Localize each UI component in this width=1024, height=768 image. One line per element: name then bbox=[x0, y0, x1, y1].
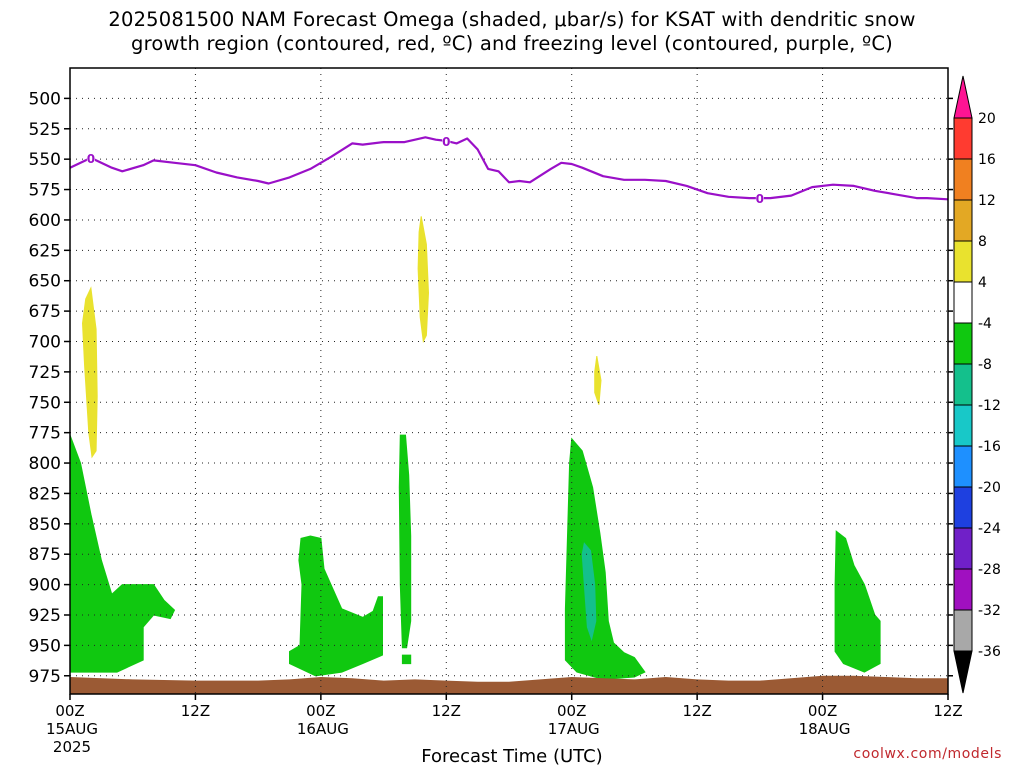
freezing-label-bg-2 bbox=[755, 191, 764, 206]
surface-terrain bbox=[70, 675, 948, 694]
freezing-level-label-1: 0 bbox=[442, 135, 450, 149]
chart-title-line-1: 2025081500 NAM Forecast Omega (shaded, μ… bbox=[108, 8, 916, 31]
y-tick-label-575: 575 bbox=[29, 181, 61, 201]
x-tick-label-0-0: 00Z bbox=[55, 702, 84, 720]
omega-region-2 bbox=[398, 434, 412, 649]
colorbar-label-2: 12 bbox=[978, 193, 996, 209]
x-tick-label-12-0: 12Z bbox=[181, 702, 210, 720]
freezing-level-label-2: 0 bbox=[756, 192, 764, 206]
y-tick-label-950: 950 bbox=[29, 636, 61, 656]
omega-region-9 bbox=[594, 356, 602, 405]
plot-frame bbox=[69, 67, 949, 695]
colorbar-label-11: -28 bbox=[978, 562, 1001, 578]
y-tick-label-625: 625 bbox=[29, 241, 61, 261]
x-tick-label-24-1: 16AUG bbox=[297, 720, 349, 738]
y-tick-label-550: 550 bbox=[29, 150, 61, 170]
colorbar-bin-3 bbox=[953, 240, 973, 283]
colorbar-bin-6 bbox=[953, 363, 973, 406]
chart-title: 2025081500 NAM Forecast Omega (shaded, μ… bbox=[0, 8, 1024, 56]
y-tick-label-900: 900 bbox=[29, 576, 61, 596]
y-tick-label-875: 875 bbox=[29, 545, 61, 565]
y-tick-label-975: 975 bbox=[29, 667, 61, 687]
x-tick-label-72-0: 00Z bbox=[808, 702, 837, 720]
x-tick-label-84-0: 12Z bbox=[933, 702, 962, 720]
colorbar-bin-9 bbox=[953, 486, 973, 529]
credit-link[interactable]: coolwx.com/models bbox=[853, 746, 1002, 762]
y-tick-label-825: 825 bbox=[29, 484, 61, 504]
colorbar-bin-11 bbox=[953, 568, 973, 611]
colorbar-bin-1 bbox=[953, 158, 973, 201]
colorbar-bin-2 bbox=[953, 199, 973, 242]
colorbar-label-5: -4 bbox=[978, 316, 992, 332]
colorbar-top-arrow bbox=[953, 75, 973, 119]
x-tick-label-36-0: 12Z bbox=[432, 702, 461, 720]
x-tick-label-60-0: 12Z bbox=[682, 702, 711, 720]
colorbar-bin-10 bbox=[953, 527, 973, 570]
colorbar-bin-0 bbox=[953, 117, 973, 160]
y-tick-label-600: 600 bbox=[29, 211, 61, 231]
colorbar-bin-12 bbox=[953, 609, 973, 652]
y-tick-label-725: 725 bbox=[29, 363, 61, 383]
omega-region-8 bbox=[417, 216, 430, 344]
omega-region-4 bbox=[564, 437, 646, 680]
omega-region-1 bbox=[289, 535, 383, 677]
y-tick-label-675: 675 bbox=[29, 302, 61, 322]
y-tick-label-500: 500 bbox=[29, 89, 61, 109]
y-axis: 500 525 550 575 600 625 650 675 700 725 750 775 800 8… bbox=[29, 89, 953, 687]
colorbar-label-7: -12 bbox=[978, 398, 1001, 414]
colorbar-label-6: -8 bbox=[978, 357, 992, 373]
x-tick-label-0-1: 15AUG bbox=[46, 720, 98, 738]
colorbar-bin-4 bbox=[953, 281, 973, 324]
colorbar-label-4: 4 bbox=[978, 275, 987, 291]
y-tick-label-525: 525 bbox=[29, 120, 61, 140]
x-tick-label-0-2: 2025 bbox=[53, 738, 91, 756]
y-tick-label-800: 800 bbox=[29, 454, 61, 474]
freezing-label-bg-0 bbox=[86, 150, 95, 165]
colorbar-label-8: -16 bbox=[978, 439, 1001, 455]
omega-region-0 bbox=[69, 434, 176, 673]
freezing-level-line bbox=[69, 136, 949, 201]
y-tick-label-775: 775 bbox=[29, 424, 61, 444]
colorbar-label-9: -20 bbox=[978, 480, 1001, 496]
x-tick-label-24-0: 00Z bbox=[306, 702, 335, 720]
x-tick-label-48-1: 17AUG bbox=[548, 720, 600, 738]
y-tick-label-650: 650 bbox=[29, 272, 61, 292]
y-tick-label-850: 850 bbox=[29, 515, 61, 535]
colorbar-label-13: -36 bbox=[978, 644, 1001, 660]
colorbar-bin-7 bbox=[953, 404, 973, 447]
omega-region-3 bbox=[401, 654, 412, 665]
colorbar-label-0: 20 bbox=[978, 111, 996, 127]
colorbar-label-12: -32 bbox=[978, 603, 1001, 619]
grid bbox=[70, 68, 948, 694]
x-tick-label-72-1: 18AUG bbox=[799, 720, 851, 738]
y-tick-label-700: 700 bbox=[29, 332, 61, 352]
plot-area bbox=[70, 68, 948, 694]
omega-region-7 bbox=[81, 286, 98, 459]
chart-title-line-2: growth region (contoured, red, ºC) and f… bbox=[131, 32, 893, 55]
y-tick-label-925: 925 bbox=[29, 606, 61, 626]
colorbar-bottom-arrow bbox=[953, 650, 973, 694]
x-axis-label: Forecast Time (UTC) bbox=[421, 746, 603, 767]
colorbar-bin-5 bbox=[953, 322, 973, 365]
omega-shading bbox=[69, 216, 881, 680]
y-tick-label-750: 750 bbox=[29, 393, 61, 413]
colorbar: 20 16 12 8 4 -4 -8 -12 -16 -20 -24 -28 -32 -36 bbox=[953, 75, 1001, 694]
colorbar-label-1: 16 bbox=[978, 152, 996, 168]
colorbar-label-10: -24 bbox=[978, 521, 1001, 537]
colorbar-bin-8 bbox=[953, 445, 973, 488]
freezing-level-label-0: 0 bbox=[87, 152, 95, 166]
omega-region-6 bbox=[834, 530, 881, 673]
x-tick-label-48-0: 00Z bbox=[557, 702, 586, 720]
freezing-label-bg-1 bbox=[442, 133, 451, 148]
colorbar-label-3: 8 bbox=[978, 234, 987, 250]
